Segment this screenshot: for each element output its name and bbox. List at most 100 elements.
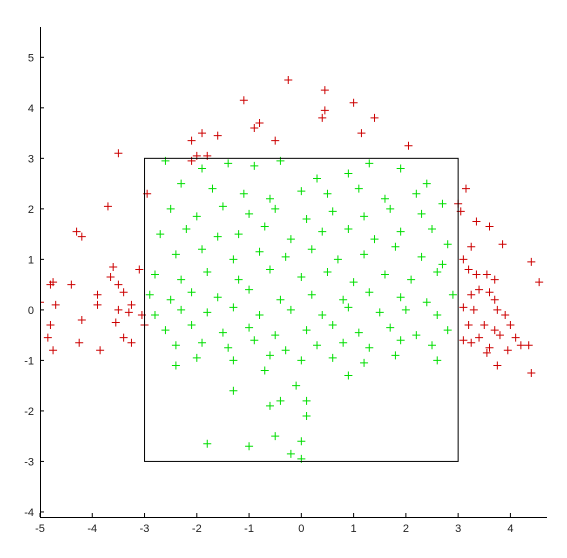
data-point <box>271 331 280 340</box>
data-point <box>412 189 421 198</box>
data-point <box>433 310 442 319</box>
data-point <box>475 285 484 294</box>
data-point <box>103 202 112 211</box>
data-point <box>218 202 227 211</box>
data-point <box>229 386 238 395</box>
data-point <box>302 214 311 223</box>
y-tick-label: 5 <box>28 52 34 64</box>
y-tick-label: -1 <box>24 355 34 367</box>
data-point <box>245 285 254 294</box>
data-point <box>234 230 243 239</box>
data-point <box>111 318 120 327</box>
data-point <box>187 288 196 297</box>
data-point <box>187 321 196 330</box>
data-point <box>433 268 442 276</box>
data-point <box>482 270 491 279</box>
y-tick-label: 1 <box>28 254 34 266</box>
data-point <box>443 240 452 249</box>
data-point <box>396 336 405 345</box>
data-point <box>213 232 222 241</box>
data-point <box>448 290 457 299</box>
data-point <box>276 396 285 405</box>
data-point <box>320 106 329 115</box>
data-point <box>72 227 81 236</box>
data-point <box>67 280 76 289</box>
data-point <box>260 366 269 375</box>
data-point <box>145 290 154 299</box>
data-point <box>49 278 58 287</box>
data-point <box>239 96 248 105</box>
data-point <box>498 240 507 249</box>
data-point <box>245 323 254 332</box>
data-point <box>380 270 389 279</box>
data-point <box>443 326 452 335</box>
data-point <box>40 298 44 307</box>
data-point <box>213 131 222 140</box>
x-tick-label: -1 <box>244 523 254 535</box>
data-point <box>286 305 295 314</box>
data-point <box>535 278 544 287</box>
x-tick-label: 2 <box>403 523 409 535</box>
data-point <box>433 356 442 365</box>
data-point <box>370 235 379 244</box>
data-point <box>360 358 369 367</box>
data-point <box>245 442 254 451</box>
data-point <box>234 275 243 284</box>
data-point <box>302 411 311 420</box>
data-point <box>177 275 186 284</box>
y-tick-label: -3 <box>24 456 34 468</box>
data-point <box>428 225 437 234</box>
data-point <box>485 222 494 231</box>
data-point <box>192 212 201 221</box>
data-point <box>119 333 128 342</box>
data-point <box>357 129 366 138</box>
data-point <box>511 333 520 342</box>
data-point <box>375 308 384 317</box>
data-point <box>271 432 280 441</box>
data-point <box>320 86 329 95</box>
data-point <box>114 149 123 158</box>
data-point <box>485 288 494 297</box>
data-point <box>380 194 389 203</box>
data-point <box>344 303 353 312</box>
points-layer <box>40 76 544 463</box>
y-tick-label: 0 <box>28 305 34 317</box>
data-point <box>482 348 491 357</box>
data-point <box>464 321 473 330</box>
data-point <box>344 371 353 380</box>
data-point <box>467 338 476 347</box>
data-point <box>198 245 207 254</box>
data-point <box>250 161 259 170</box>
data-point <box>461 184 470 193</box>
data-point <box>156 230 165 239</box>
data-point <box>527 257 536 266</box>
data-point <box>198 164 207 173</box>
data-point <box>506 321 515 330</box>
data-point <box>106 273 115 282</box>
data-point <box>354 328 363 337</box>
data-point <box>524 341 533 350</box>
data-point <box>323 268 332 276</box>
data-point <box>284 76 293 85</box>
data-point <box>485 343 494 352</box>
data-point <box>490 295 499 304</box>
data-point <box>417 209 426 218</box>
data-point <box>265 265 274 274</box>
data-point <box>171 361 180 370</box>
data-point <box>328 321 337 330</box>
data-point <box>229 255 238 264</box>
data-point <box>127 300 136 309</box>
data-point <box>464 265 473 274</box>
data-point <box>177 305 186 314</box>
data-point <box>203 268 212 276</box>
data-point <box>516 341 525 350</box>
data-point <box>250 336 259 345</box>
x-tick-label: -4 <box>87 523 97 535</box>
data-point <box>150 310 159 319</box>
data-point <box>203 308 212 317</box>
data-point <box>307 290 316 299</box>
data-point <box>391 351 400 360</box>
data-point <box>493 361 502 370</box>
data-point <box>302 326 311 335</box>
